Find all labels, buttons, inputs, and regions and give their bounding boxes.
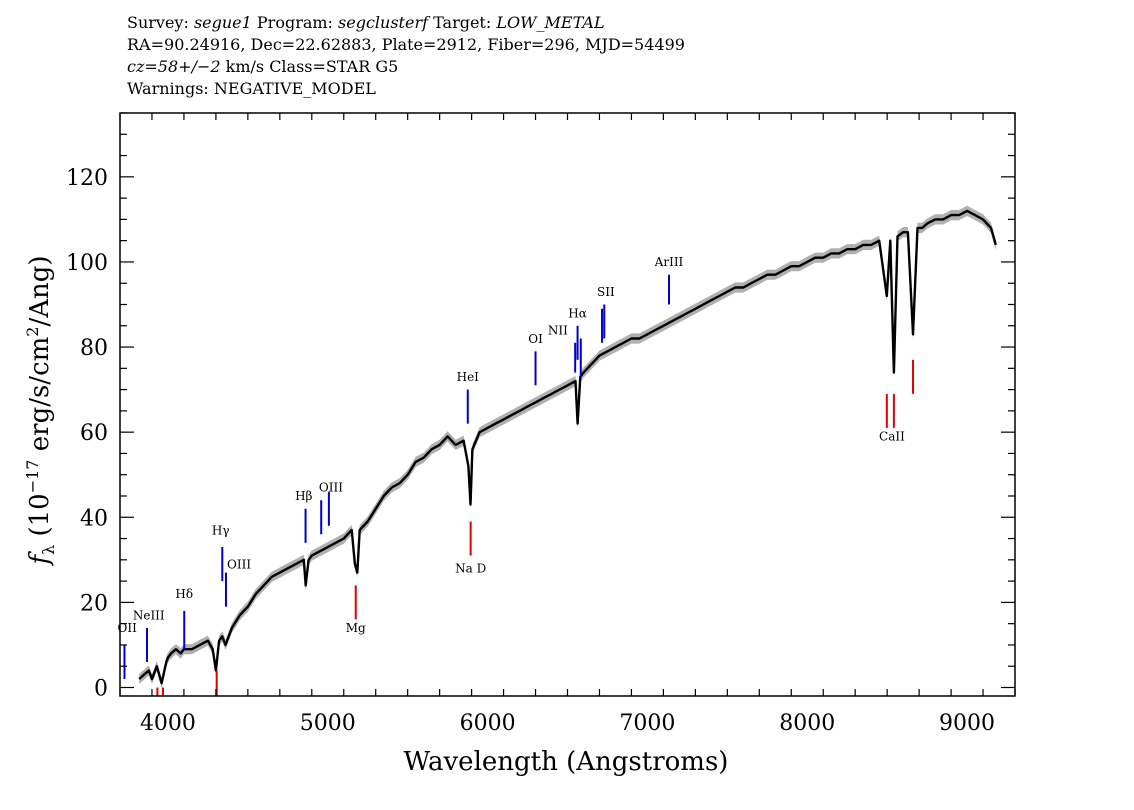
y-label-rest: erg/s/cm [25, 337, 55, 460]
y-label-exp2: 2 [23, 327, 42, 337]
header-line-redshift: cz=58+/−2 km/s Class=STAR G5 [127, 56, 1027, 78]
header-redshift-part: cz=58+/−2 [127, 57, 221, 76]
line-label: NII [548, 323, 568, 337]
y-tick-label: 20 [80, 591, 108, 616]
y-label-exp: −17 [23, 460, 42, 494]
spectrum-layer [138, 209, 997, 685]
line-label: Mg [346, 621, 366, 635]
x-tick-label: 7000 [619, 711, 675, 736]
plot-frame [119, 112, 1016, 697]
header-line-coordinates: RA=90.24916, Dec=22.62883, Plate=2912, F… [127, 35, 685, 54]
error-band-layer [139, 205, 996, 689]
spectrum-header: Survey: segue1 Program: segclusterf Targ… [127, 12, 1027, 100]
y-label-mid: (10 [25, 493, 55, 545]
line-label: SII [597, 285, 615, 299]
header-redshift-part: km/s Class=STAR G5 [220, 57, 399, 76]
header-survey-part: LOW_METAL [496, 13, 605, 32]
line-label: Na D [455, 562, 486, 576]
header-survey-part: Target: [428, 13, 497, 32]
y-tick-label: 60 [80, 421, 108, 446]
x-tick-label: 5000 [300, 711, 356, 736]
header-line-survey: Survey: segue1 Program: segclusterf Targ… [127, 12, 1027, 34]
line-label: OIII [227, 557, 251, 571]
axes-layer: 4000 5000 6000 7000 8000 9000 0 20 40 60 80 100 120 [66, 112, 1016, 736]
line-label: CaII [879, 430, 905, 444]
y-axis-label: fλ (10−17 erg/s/cm2/Ang) [23, 255, 58, 566]
header-survey-part: Survey: [127, 13, 194, 32]
line-label: OI [528, 332, 543, 346]
y-tick-label: 120 [66, 166, 108, 191]
line-label: Hγ [212, 523, 230, 537]
line-label: Hβ [295, 489, 312, 503]
x-tick-label: 9000 [939, 711, 995, 736]
x-axis-label: Wavelength (Angstroms) [404, 747, 729, 777]
header-survey-part: segue1 [193, 13, 252, 32]
header-line-warnings: Warnings: NEGATIVE_MODEL [127, 79, 376, 98]
y-tick-label: 100 [66, 251, 108, 276]
y-tick-label: 40 [80, 506, 108, 531]
x-tick-label: 4000 [140, 711, 196, 736]
line-label: ArIII [654, 255, 684, 269]
error-band [139, 205, 996, 689]
y-label-sub: λ [39, 545, 58, 555]
y-label-end: /Ang) [25, 255, 55, 326]
line-label: OIII [319, 481, 343, 495]
y-tick-label: 0 [94, 676, 108, 701]
line-label: Hδ [175, 587, 193, 601]
spectrum-line [138, 209, 997, 685]
header-survey-part: Program: [251, 13, 339, 32]
header-survey-part: segclusterf [338, 13, 429, 32]
x-tick-label: 8000 [779, 711, 835, 736]
line-label: OII [118, 621, 138, 635]
x-tick-label: 6000 [460, 711, 516, 736]
line-label: Hα [568, 306, 587, 320]
line-label: NeIII [133, 608, 165, 622]
y-tick-label: 80 [80, 336, 108, 361]
line-label: HeI [457, 370, 480, 384]
